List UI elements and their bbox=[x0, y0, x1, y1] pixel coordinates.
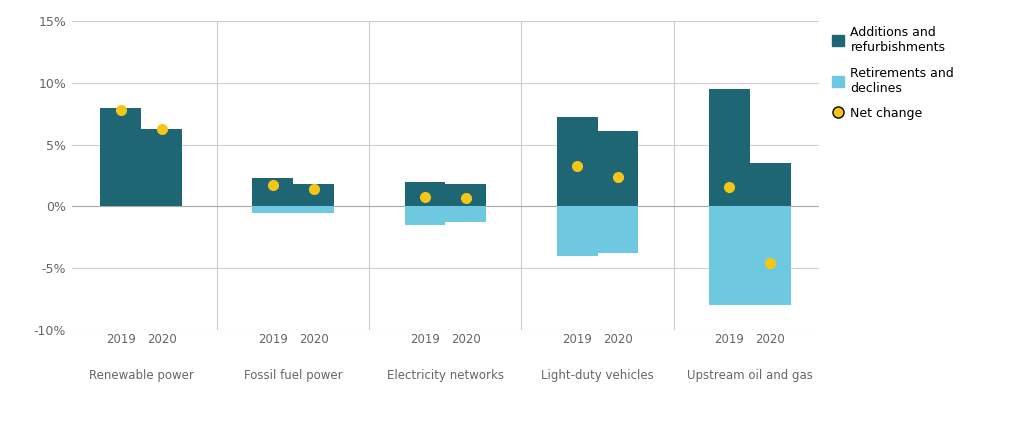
Bar bbox=[141, 129, 182, 206]
Bar bbox=[253, 206, 293, 213]
Bar bbox=[253, 178, 293, 206]
Bar bbox=[598, 206, 638, 253]
Bar bbox=[445, 184, 486, 206]
Text: Fossil fuel power: Fossil fuel power bbox=[244, 369, 343, 382]
Text: Light-duty vehicles: Light-duty vehicles bbox=[541, 369, 654, 382]
Bar bbox=[709, 206, 750, 305]
Bar bbox=[293, 184, 334, 206]
Text: Renewable power: Renewable power bbox=[89, 369, 194, 382]
Text: Upstream oil and gas: Upstream oil and gas bbox=[687, 369, 813, 382]
Text: Electricity networks: Electricity networks bbox=[387, 369, 504, 382]
Bar bbox=[293, 206, 334, 213]
Bar bbox=[445, 206, 486, 222]
Bar bbox=[404, 206, 445, 225]
Bar bbox=[709, 89, 750, 206]
Bar bbox=[750, 163, 791, 206]
Bar bbox=[100, 107, 141, 206]
Bar bbox=[750, 206, 791, 305]
Bar bbox=[557, 118, 598, 206]
Bar bbox=[557, 206, 598, 256]
Legend: Additions and
refurbishments, Retirements and
declines, Net change: Additions and refurbishments, Retirement… bbox=[826, 21, 959, 125]
Bar bbox=[598, 131, 638, 206]
Bar bbox=[404, 182, 445, 206]
